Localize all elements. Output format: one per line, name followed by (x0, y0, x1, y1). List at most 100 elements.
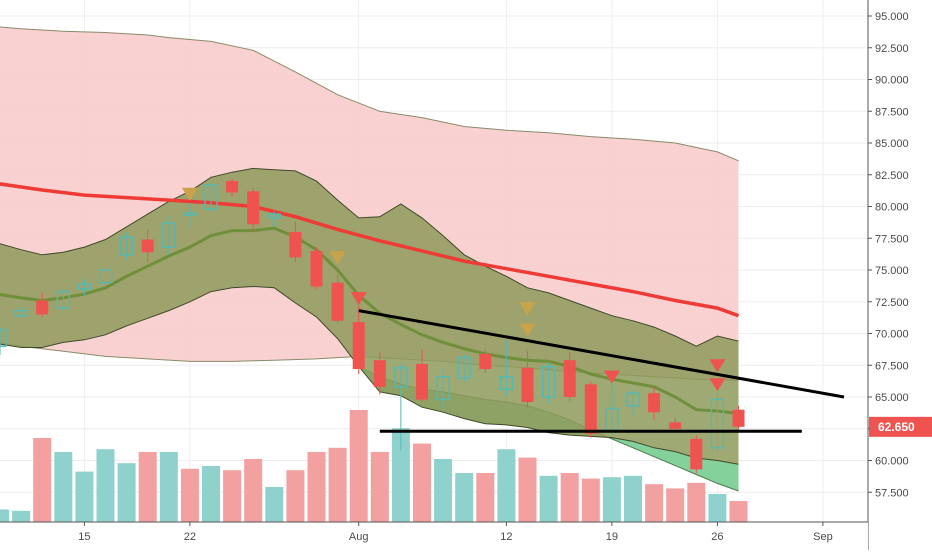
signal-marker-icon (709, 359, 726, 373)
candle[interactable] (310, 247, 323, 290)
candle-body (289, 231, 302, 258)
signal-marker-icon (519, 323, 536, 337)
volume-bar (602, 477, 621, 522)
moving-averages (0, 182, 740, 415)
volume-bar (180, 468, 199, 522)
volume-bar (349, 410, 368, 522)
volume-bar (455, 473, 474, 522)
candle-body (394, 367, 408, 388)
candle-body (36, 300, 49, 315)
price-tick-label: 72.500 (875, 297, 909, 309)
candle[interactable] (457, 353, 471, 382)
candle-body (226, 181, 239, 193)
outer-band-upper-line (0, 26, 739, 162)
trendline[interactable] (358, 309, 845, 399)
candle[interactable] (648, 386, 661, 420)
candle[interactable] (710, 393, 725, 452)
candles[interactable] (0, 178, 745, 474)
candle[interactable] (479, 348, 492, 373)
candle-body (584, 384, 597, 434)
candle[interactable] (14, 305, 28, 319)
volume-bar (666, 488, 685, 522)
candle[interactable] (541, 362, 556, 404)
candle[interactable] (373, 352, 386, 395)
time-tick-label: Sep (813, 531, 833, 543)
inner-band (0, 167, 739, 465)
volume-bar (54, 452, 73, 522)
candle-body (310, 250, 323, 287)
price-tick-label: 87.500 (875, 106, 909, 118)
price-tick-label: 90.000 (875, 75, 909, 87)
candle[interactable] (141, 229, 154, 263)
candle-body (416, 363, 428, 400)
candle[interactable] (584, 381, 597, 438)
signal-marker-icon (709, 378, 726, 392)
candle[interactable] (331, 275, 344, 324)
candle[interactable] (690, 435, 703, 474)
candle-body (373, 360, 386, 387)
time-axis[interactable]: 15 22 Aug 12 19 26 Sep (0, 521, 868, 550)
volume-bar (265, 487, 284, 522)
volume-bar (12, 510, 31, 522)
price-tick-label: 57.500 (875, 487, 909, 499)
volume-bar (413, 443, 431, 522)
volume-bar (645, 484, 664, 522)
candle[interactable] (394, 363, 408, 451)
price-axis-bg (868, 0, 932, 550)
candle-body (119, 236, 134, 256)
price-tick-label: 95.000 (875, 11, 909, 23)
price-tick-label: 65.000 (875, 392, 909, 404)
candle-body (141, 239, 154, 253)
candle[interactable] (77, 278, 92, 296)
volume-bar (0, 509, 9, 522)
candle[interactable] (162, 216, 176, 255)
candle[interactable] (98, 263, 113, 287)
candle[interactable] (247, 187, 260, 232)
candle[interactable] (56, 287, 70, 314)
price-tick-label: 77.500 (875, 233, 909, 245)
candle-body (648, 393, 661, 413)
candle[interactable] (436, 369, 450, 410)
candle[interactable] (267, 211, 281, 227)
last-price-label: 62.650 (878, 420, 915, 434)
candle[interactable] (183, 203, 197, 229)
candle-body (669, 422, 682, 429)
candle[interactable] (226, 178, 239, 197)
candle[interactable] (119, 231, 134, 260)
inner-band-lower-line (0, 285, 739, 465)
volume-bar (560, 473, 579, 522)
price-tick-label: 82.500 (875, 170, 909, 182)
candle[interactable] (499, 339, 514, 396)
candle[interactable] (289, 221, 302, 263)
volume-bar (75, 471, 94, 522)
volume-bar (539, 475, 558, 522)
volume-bar (476, 473, 495, 522)
candle[interactable] (416, 350, 428, 403)
volume-bar (729, 501, 748, 522)
volume-bar (581, 478, 600, 522)
candle[interactable] (563, 352, 576, 401)
volume-bar (624, 475, 642, 522)
price-axis[interactable]: 95.000 92.500 90.000 87.500 85.000 82.500 80.0… (867, 0, 932, 550)
candle[interactable] (352, 305, 365, 375)
signal-marker-icon (603, 370, 620, 384)
candle[interactable] (521, 351, 534, 408)
time-tick-label: 12 (500, 531, 512, 543)
candle[interactable] (0, 327, 7, 356)
candle[interactable] (732, 405, 745, 431)
candle[interactable] (626, 389, 640, 417)
time-tick-label: Aug (349, 531, 369, 543)
candle-body (499, 375, 514, 391)
candle-body (183, 212, 197, 217)
price-tick-label: 60.000 (875, 456, 909, 468)
candle-body (521, 367, 534, 403)
price-tick-label: 70.000 (875, 329, 909, 341)
candle[interactable] (204, 182, 218, 212)
candle[interactable] (36, 292, 49, 317)
candle-body (436, 375, 450, 401)
volume-bar (687, 482, 706, 522)
trendlines[interactable] (358, 309, 845, 433)
candle-body (56, 290, 70, 309)
